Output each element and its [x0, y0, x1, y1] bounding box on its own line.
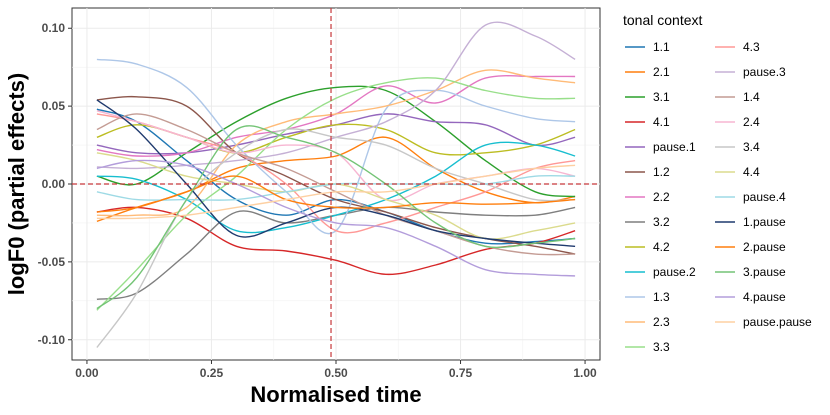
x-tick-label: 1.00: [573, 366, 597, 380]
legend-label: 3.4: [743, 140, 760, 154]
legend-label: pause.3: [743, 65, 786, 79]
legend-item-4-3: 4.3: [715, 40, 760, 54]
series-line-pause-pause: [96, 164, 576, 220]
legend-item-1-3: 1.3: [625, 290, 670, 304]
legend-label: 2.4: [743, 115, 760, 129]
legend-item-2-4: 2.4: [715, 115, 760, 129]
x-axis-ticks: 0.00 0.25 0.50 0.75 1.00: [75, 360, 597, 380]
legend-label: pause.4: [743, 190, 786, 204]
legend-item-2-pause: 2.pause: [715, 240, 786, 254]
x-tick-label: 0.00: [75, 366, 99, 380]
legend-label: 4.3: [743, 40, 760, 54]
reference-lines: [72, 8, 600, 360]
y-tick-label: -0.10: [38, 333, 66, 347]
x-tick-label: 0.50: [324, 366, 348, 380]
legend-label: 1.1: [653, 40, 670, 54]
series-line-2-3: [96, 69, 576, 217]
legend-item-3-pause: 3.pause: [715, 265, 786, 279]
series-line-4-pause: [96, 159, 576, 277]
legend-label: 4.pause: [743, 290, 786, 304]
legend-label: 3.2: [653, 215, 670, 229]
legend-item-pause-4: pause.4: [715, 190, 786, 204]
x-tick-label: 0.75: [449, 366, 473, 380]
legend-item-pause-pause: pause.pause: [715, 315, 812, 329]
series-line-3-4: [96, 128, 576, 348]
y-tick-label: 0.05: [42, 99, 66, 113]
legend: 1.1 2.1 3.1 4.1 pause.1 1.2 2.2 3.2 4.2 pause.2 1.…: [625, 40, 812, 354]
legend-label: 1.pause: [743, 215, 786, 229]
legend-item-pause-3: pause.3: [715, 65, 786, 79]
legend-item-4-1: 4.1: [625, 115, 670, 129]
legend-label: 4.2: [653, 240, 670, 254]
legend-item-pause-2: pause.2: [625, 265, 696, 279]
legend-label: 3.pause: [743, 265, 786, 279]
legend-item-1-pause: 1.pause: [715, 215, 786, 229]
legend-item-2-1: 2.1: [625, 65, 670, 79]
legend-label: 2.1: [653, 65, 670, 79]
legend-title: tonal context: [623, 12, 702, 28]
legend-item-4-pause: 4.pause: [715, 290, 786, 304]
y-tick-label: -0.05: [38, 255, 66, 269]
legend-item-2-3: 2.3: [625, 315, 670, 329]
legend-label: pause.pause: [743, 315, 812, 329]
legend-label: pause.2: [653, 265, 696, 279]
legend-item-1-2: 1.2: [625, 165, 670, 179]
series-line-3-3: [96, 77, 576, 311]
legend-label: pause.1: [653, 140, 696, 154]
legend-label: 2.3: [653, 315, 670, 329]
legend-label: 1.2: [653, 165, 670, 179]
legend-item-4-4: 4.4: [715, 165, 760, 179]
legend-label: 1.4: [743, 90, 760, 104]
series-line-2-pause: [96, 175, 576, 213]
legend-label: 4.4: [743, 165, 760, 179]
y-axis-ticks: -0.10 -0.05 0.00 0.05 0.10: [38, 21, 72, 347]
legend-item-4-2: 4.2: [625, 240, 670, 254]
series-line-pause-2: [96, 141, 576, 234]
legend-item-3-1: 3.1: [625, 90, 670, 104]
series-line-1-2: [96, 95, 576, 255]
legend-label: 2.2: [653, 190, 670, 204]
y-tick-label: 0.00: [42, 177, 66, 191]
legend-label: 3.3: [653, 340, 670, 354]
y-tick-label: 0.10: [42, 21, 66, 35]
legend-item-3-4: 3.4: [715, 140, 760, 154]
x-tick-label: 0.25: [200, 366, 224, 380]
legend-item-pause-1: pause.1: [625, 140, 696, 154]
legend-label: 2.pause: [743, 240, 786, 254]
legend-item-1-4: 1.4: [715, 90, 760, 104]
legend-item-2-2: 2.2: [625, 190, 670, 204]
x-axis-title: Normalised time: [250, 382, 421, 407]
legend-item-3-3: 3.3: [625, 340, 670, 354]
legend-label: 4.1: [653, 115, 670, 129]
legend-label: 3.1: [653, 90, 670, 104]
legend-item-1-1: 1.1: [625, 40, 670, 54]
legend-item-3-2: 3.2: [625, 215, 670, 229]
series-line-3-pause: [96, 125, 576, 310]
y-axis-title: logF0 (partial effects): [4, 73, 29, 295]
legend-label: 1.3: [653, 290, 670, 304]
